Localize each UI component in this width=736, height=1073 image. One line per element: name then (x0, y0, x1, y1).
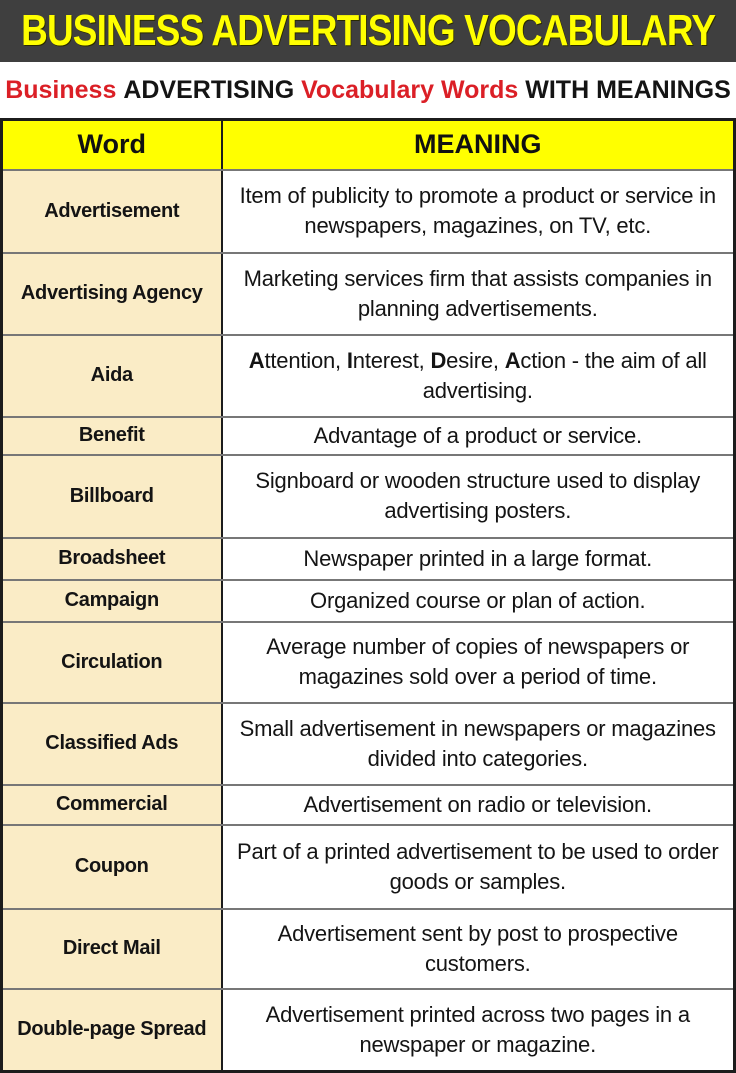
word-cell: Commercial (1, 783, 223, 826)
meaning-cell: Attention, Interest, Desire, Action - th… (221, 333, 735, 418)
text-segment: Vocabulary Words (301, 75, 526, 104)
meaning-cell: Advertisement on radio or television. (221, 783, 735, 826)
table-row: Billboard Signboard or wooden structure … (1, 453, 735, 539)
meaning-cell: Signboard or wooden structure used to di… (221, 453, 735, 539)
word-cell: Direct Mail (1, 907, 223, 990)
table-row: Classified Ads Small advertisement in ne… (1, 701, 735, 786)
word-cell: Benefit (1, 415, 223, 456)
text-segment: ADVERTISING (123, 75, 302, 104)
table-row: Campaign Organized course or plan of act… (1, 578, 735, 623)
text-segment: ttention, (264, 347, 347, 373)
table-row: Circulation Average number of copies of … (1, 620, 735, 704)
meaning-cell: Marketing services firm that assists com… (221, 251, 735, 336)
meaning-cell: Item of publicity to promote a product o… (221, 168, 735, 254)
table-row: Commercial Advertisement on radio or tel… (1, 783, 735, 826)
meaning-cell: Average number of copies of newspapers o… (221, 620, 735, 704)
text-segment: A (248, 347, 265, 373)
word-cell: Advertising Agency (1, 251, 223, 336)
meaning-cell: Part of a printed advertisement to be us… (221, 823, 735, 910)
subtitle: Business ADVERTISING Vocabulary Words WI… (0, 62, 736, 118)
text-segment: I (346, 347, 353, 373)
text-segment: nterest, (352, 347, 431, 373)
table-row: Aida Attention, Interest, Desire, Action… (1, 333, 735, 418)
table-row: Advertising Agency Marketing services fi… (1, 251, 735, 336)
meaning-cell: Organized course or plan of action. (221, 578, 735, 623)
text-segment: A (504, 347, 521, 373)
word-cell: Billboard (1, 453, 223, 539)
table-row: Double-page Spread Advertisement printed… (1, 987, 735, 1073)
table-row: Broadsheet Newspaper printed in a large … (1, 536, 735, 581)
word-cell: Advertisement (1, 168, 223, 254)
table-row: Coupon Part of a printed advertisement t… (1, 823, 735, 910)
meaning-cell: Advantage of a product or service. (221, 415, 735, 456)
word-cell: Broadsheet (1, 536, 223, 581)
word-cell: Coupon (1, 823, 223, 910)
word-cell: Classified Ads (1, 701, 223, 786)
meaning-column-header: MEANING (221, 118, 735, 171)
table-row: Direct Mail Advertisement sent by post t… (1, 907, 735, 990)
text-segment: ction - the aim of all advertising. (422, 347, 707, 403)
table-row: Advertisement Item of publicity to promo… (1, 168, 735, 254)
word-cell: Aida (1, 333, 223, 418)
meaning-cell: Small advertisement in newspapers or mag… (221, 701, 735, 786)
word-column-header: Word (1, 118, 223, 171)
meaning-cell: Advertisement printed across two pages i… (221, 987, 735, 1073)
text-segment: esire, (446, 347, 505, 373)
page-banner: BUSINESS ADVERTISING VOCABULARY (0, 0, 736, 62)
meaning-cell: Newspaper printed in a large format. (221, 536, 735, 581)
meaning-cell: Advertisement sent by post to prospectiv… (221, 907, 735, 990)
table-header-row: Word MEANING (1, 118, 735, 171)
text-segment: D (430, 347, 447, 373)
vocabulary-table: Word MEANING Advertisement Item of publi… (0, 118, 736, 1073)
text-segment: Business (5, 75, 124, 104)
text-segment: WITH MEANINGS (525, 75, 731, 104)
word-cell: Circulation (1, 620, 223, 704)
banner-title: BUSINESS ADVERTISING VOCABULARY (20, 6, 716, 55)
word-cell: Double-page Spread (1, 987, 223, 1073)
table-row: Benefit Advantage of a product or servic… (1, 415, 735, 456)
word-cell: Campaign (1, 578, 223, 623)
